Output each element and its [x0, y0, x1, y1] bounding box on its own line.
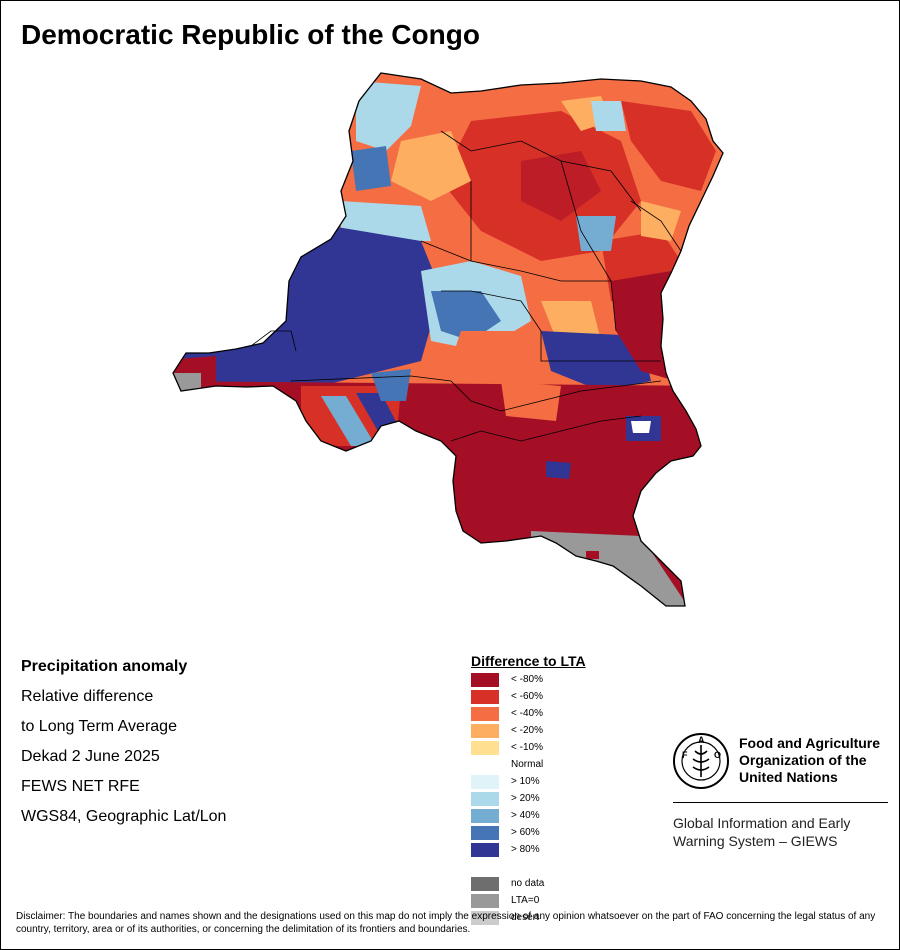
legend-swatch [471, 690, 499, 704]
legend-swatch [471, 707, 499, 721]
legend-swatch [471, 826, 499, 840]
info-line: FEWS NET RFE [21, 778, 140, 795]
info-line: Relative difference [21, 688, 154, 705]
legend-label: > 80% [511, 844, 540, 855]
svg-text:F: F [682, 750, 688, 760]
country-outline [172, 72, 724, 607]
svg-text:O: O [714, 750, 721, 760]
legend-label: < -10% [511, 742, 543, 753]
legend-swatch [471, 843, 499, 857]
legend-swatch [471, 775, 499, 789]
map-title: Democratic Republic of the Congo [21, 19, 480, 50]
info-line: Dekad 2 June 2025 [21, 748, 160, 765]
legend-swatch [471, 724, 499, 738]
legend-swatch [471, 673, 499, 687]
legend-swatch [471, 809, 499, 823]
svg-text:A: A [698, 735, 705, 745]
legend-swatch [471, 758, 499, 772]
fao-organization-name: Food and Agriculture Organization of the… [739, 735, 881, 785]
logo-divider [673, 802, 888, 803]
legend-label: LTA=0 [511, 895, 540, 906]
legend-label: Normal [511, 759, 544, 770]
legend-label: < -80% [511, 674, 543, 685]
info-heading: Precipitation anomaly [21, 658, 188, 675]
legend-swatch [471, 877, 499, 891]
legend-swatch [471, 741, 499, 755]
legend-label: < -60% [511, 691, 543, 702]
info-line: WGS84, Geographic Lat/Lon [21, 808, 227, 825]
legend-label: > 40% [511, 810, 540, 821]
legend-label: < -40% [511, 708, 543, 719]
legend-swatch [471, 911, 499, 925]
legend-label: > 60% [511, 827, 540, 838]
giews-system-name: Global Information and Early Warning Sys… [673, 815, 851, 849]
legend-label: no data [511, 878, 545, 889]
legend-title: Difference to LTA [471, 653, 586, 669]
legend-label: desert [511, 912, 539, 923]
legend-swatch [471, 792, 499, 806]
info-line: to Long Term Average [21, 718, 177, 735]
fao-emblem-icon: F A O [673, 733, 729, 789]
disclaimer: Disclaimer: The boundaries and names sho… [16, 911, 876, 935]
legend-label: < -20% [511, 725, 543, 736]
legend-label: > 10% [511, 776, 540, 787]
precipitation-anomaly-map [172, 72, 724, 607]
admin-boundaries [250, 130, 682, 442]
legend-swatch [471, 894, 499, 908]
legend-label: > 20% [511, 793, 540, 804]
